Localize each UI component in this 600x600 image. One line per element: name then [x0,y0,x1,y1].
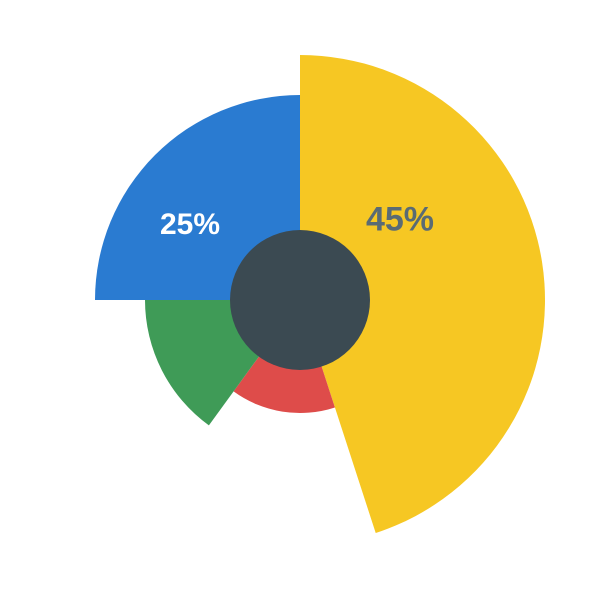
segment-label-green: 15% [234,425,286,456]
chart-hub [230,230,370,370]
segment-label-blue: 25% [160,208,220,242]
radial-pie-chart: 45% 15% 25% [0,0,600,600]
chart-svg [0,0,600,600]
segment-label-yellow: 45% [366,201,434,240]
